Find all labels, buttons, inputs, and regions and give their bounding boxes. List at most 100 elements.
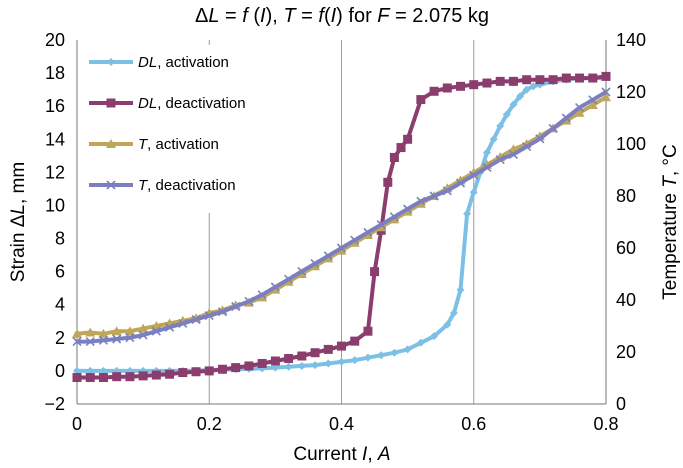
data-point [284,354,294,363]
data-point [138,323,149,333]
data-point [522,85,531,94]
legend-label: T, activation [138,136,219,153]
data-point [311,361,320,370]
data-point [416,95,426,105]
data-point [574,107,585,117]
data-point [588,95,598,105]
data-point [72,373,82,383]
data-point [151,370,161,380]
data-point [383,177,393,187]
data-point [297,266,307,276]
data-point [482,162,492,172]
text-part: , activation [147,136,219,153]
y-left-tick-label: 2 [55,328,65,348]
text-part: A [377,444,391,465]
y-axis-left-title: Strain ΔL, mm [8,162,29,282]
data-point [456,81,466,91]
data-point [575,73,585,83]
data-point [442,83,452,93]
text-part: F [377,5,391,27]
data-point [257,358,267,368]
data-point [125,372,135,382]
data-point [124,326,135,336]
data-point [337,341,346,351]
legend-label: T, deactivation [138,177,236,194]
text-part: , °C [660,144,681,176]
x-axis-title: Current I, A [293,444,390,465]
text-part: , deactivation [157,95,245,112]
data-point [390,348,399,357]
data-point [516,92,525,101]
y-left-tick-label: 16 [45,96,65,116]
data-point [363,326,373,336]
data-point [323,344,333,354]
y-right-tick-label: 60 [616,238,636,258]
data-point [429,191,439,201]
data-point [244,361,254,371]
data-point [99,366,108,375]
data-point [469,188,478,197]
x-tick-label: 0.6 [461,414,486,434]
data-point [178,368,188,378]
y-left-tick-label: −2 [44,394,65,414]
data-point [284,362,293,371]
data-point [403,204,413,214]
data-point [204,311,214,321]
y-axis-right-title: Temperature T, °C [660,144,681,299]
data-point [98,328,109,338]
chart-title: ΔL = f (I), T = f(I) for F = 2.075 kg [195,5,489,27]
data-point [463,209,472,218]
text-part: = 2.075 kg [390,5,490,27]
text-part: ) for [336,5,377,27]
text-part: L [8,204,29,215]
data-point [495,155,505,165]
x-tick-label: 0.8 [593,414,618,434]
data-point [509,100,518,109]
data-point [469,170,479,180]
data-point [72,337,82,347]
data-point [561,113,571,123]
y-left-tick-label: 14 [45,129,65,149]
data-point [502,110,511,119]
text-part: L [208,5,219,27]
data-point [522,142,532,152]
y-left-tick-label: 0 [55,361,65,381]
data-point [508,149,518,159]
data-point [449,309,458,317]
data-point [217,364,227,374]
data-point [336,243,347,253]
data-point [455,178,466,188]
data-point [111,326,122,336]
data-point [310,259,320,269]
text-part: I [362,444,368,465]
text-part: Δ [195,5,208,27]
text-part: Strain Δ [8,214,29,282]
text-part: = [296,5,319,27]
y-left-tick-label: 10 [45,195,65,215]
data-point [310,348,320,358]
legend-marker [106,180,116,190]
data-point [191,314,201,325]
data-point [416,338,425,347]
y-left-tick-label: 8 [55,229,65,249]
data-point [535,75,545,85]
y-right-tick-label: 20 [616,342,636,362]
data-point [469,80,479,90]
data-point [601,87,611,97]
y-right-tick-label: 40 [616,290,636,310]
data-point [231,363,241,373]
data-point [482,78,492,88]
data-point [85,373,95,383]
data-point [165,322,175,332]
data-point [429,86,439,96]
plot-series [72,71,611,383]
data-point [601,71,611,81]
data-point [370,267,380,277]
data-point [270,282,280,292]
data-point [548,123,558,133]
data-point [112,372,122,382]
y-left-tick-label: 12 [45,162,65,182]
data-point [297,351,307,361]
